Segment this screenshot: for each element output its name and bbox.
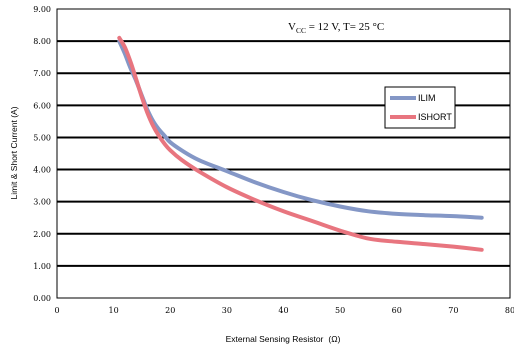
y-tick-label: 1.00: [33, 262, 51, 271]
x-tick-label: 20: [165, 306, 175, 315]
y-tick-label: 5.00: [33, 133, 51, 142]
y-tick-label: 0.00: [33, 294, 51, 303]
x-tick-label: 60: [392, 306, 402, 315]
y-tick-label: 6.00: [33, 101, 51, 110]
x-tick-label: 30: [222, 306, 232, 315]
legend-label-ilim: ILIM: [418, 93, 436, 103]
y-axis-title: Limit & Short Current (A): [9, 106, 19, 199]
plot-area: [56, 8, 511, 299]
x-tick-label: 40: [278, 306, 288, 315]
vcc-symbol: V: [288, 21, 296, 33]
legend-box: [384, 86, 456, 129]
x-axis-unit: (Ω): [328, 334, 340, 344]
x-tick-label: 10: [109, 306, 119, 315]
condition-annotation: VCC = 12 V, T= 25 °C: [288, 21, 384, 35]
y-tick-label: 3.00: [33, 198, 51, 207]
y-tick-label: 8.00: [33, 37, 51, 46]
legend: ILIM ISHORT: [384, 86, 456, 129]
x-axis-title-text: External Sensing Resistor: [226, 334, 324, 344]
x-tick-label: 80: [505, 306, 514, 315]
y-tick-label: 4.00: [33, 166, 51, 175]
condition-text: = 12 V, T= 25 °C: [306, 21, 384, 33]
x-tick-labels: 0 10 20 30 40 50 60 70 80: [54, 306, 514, 315]
legend-label-ishort: ISHORT: [418, 112, 452, 122]
x-tick-label: 0: [54, 306, 59, 315]
vcc-subscript: CC: [296, 26, 306, 35]
y-tick-labels: 0.00 1.00 2.00 3.00 4.00 5.00 6.00 7.00 8.00 9.00: [33, 5, 51, 303]
x-tick-label: 50: [335, 306, 345, 315]
y-tick-label: 9.00: [33, 5, 51, 14]
x-axis-title: External Sensing Resistor (Ω): [226, 334, 341, 344]
series-lines: [117, 35, 484, 252]
x-tick-label: 70: [448, 306, 458, 315]
series-line-ishort: [117, 35, 484, 252]
y-tick-label: 2.00: [33, 230, 51, 239]
y-tick-label: 7.00: [33, 69, 51, 78]
